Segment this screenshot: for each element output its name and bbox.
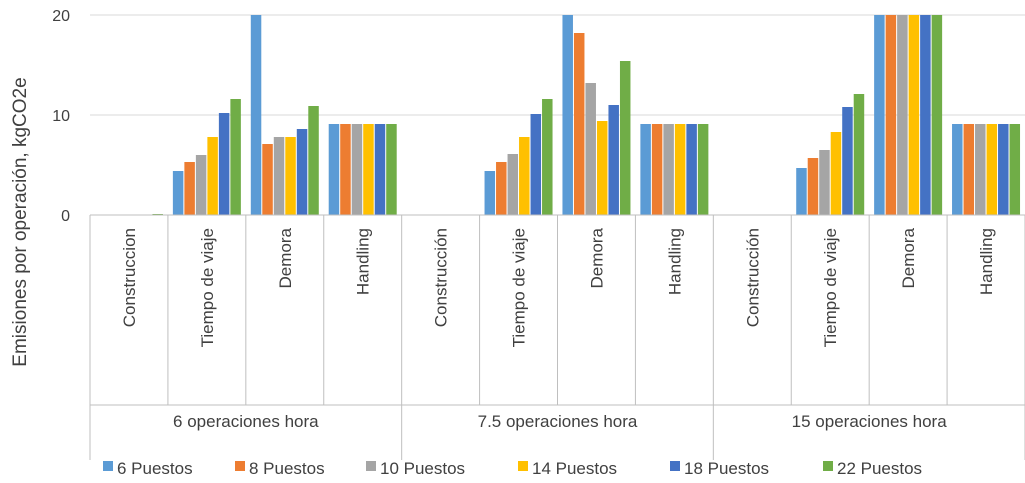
legend-label: 18 Puestos [684, 459, 769, 478]
axes [89, 214, 1025, 460]
bar [496, 162, 507, 215]
legend-swatch [103, 461, 113, 471]
legend-swatch [670, 461, 680, 471]
category-label: Tiempo de viaje [510, 228, 529, 347]
group-label: 15 operaciones hora [792, 412, 948, 431]
category-label: Construccion [120, 228, 139, 327]
category-labels: Construccion Tiempo de viaje Demora Handlin… [120, 227, 996, 347]
legend-label: 10 Puestos [380, 459, 465, 478]
bar [931, 15, 943, 215]
bar [585, 83, 596, 215]
bar [285, 137, 296, 215]
category-label: Construcción [743, 228, 762, 327]
bar [663, 124, 674, 215]
bar [230, 99, 241, 215]
bars [152, 15, 1021, 215]
legend-swatch [823, 461, 833, 471]
bar [296, 129, 308, 215]
bar [986, 124, 998, 215]
legend-swatch [518, 461, 528, 471]
bar [195, 155, 207, 215]
legend-label: 22 Puestos [837, 459, 922, 478]
bar [897, 15, 908, 215]
bar [542, 99, 553, 215]
category-label: Handling [977, 228, 996, 295]
bar [651, 124, 663, 215]
bar [908, 15, 920, 215]
bar [697, 124, 709, 215]
y-tick-label: 0 [61, 208, 70, 225]
y-tick-labels: 0 10 20 [52, 8, 70, 225]
y-tick-label: 20 [52, 8, 70, 25]
bar [830, 132, 842, 215]
bar [519, 137, 530, 215]
group-label: 6 operaciones hora [173, 412, 319, 431]
legend-swatch [235, 461, 245, 471]
category-label: Construcción [432, 228, 451, 327]
bar [386, 124, 397, 215]
bar [975, 124, 986, 215]
legend: 6 Puestos 8 Puestos 10 Puestos 14 Puestos 18… [103, 459, 922, 478]
bar [853, 94, 865, 215]
category-label: Demora [587, 227, 606, 288]
bar [952, 124, 963, 215]
bar [619, 61, 631, 215]
bar [674, 124, 686, 215]
bar [686, 124, 697, 215]
y-axis-label: Emisiones por operación, kgCO2e [10, 77, 31, 366]
category-label: Tiempo de viaje [198, 228, 217, 347]
bar [640, 124, 651, 215]
bar [218, 113, 230, 215]
group-label: 7.5 operaciones hora [478, 412, 638, 431]
legend-swatch [366, 461, 376, 471]
bar [608, 105, 619, 215]
bar [363, 124, 374, 215]
y-tick-label: 10 [52, 108, 70, 125]
category-label: Tiempo de viaje [821, 228, 840, 347]
legend-label: 6 Puestos [117, 459, 193, 478]
bar [507, 154, 519, 215]
bar [573, 33, 585, 215]
legend-label: 14 Puestos [532, 459, 617, 478]
bar [874, 15, 885, 215]
category-label: Handling [665, 228, 684, 295]
bar [374, 124, 386, 215]
bar [308, 106, 319, 215]
bar [530, 114, 542, 215]
bar [596, 121, 608, 215]
bar [562, 15, 573, 215]
category-label: Demora [899, 227, 918, 288]
category-label: Handling [354, 228, 373, 295]
bar [351, 124, 363, 215]
bar [796, 168, 807, 215]
bar [484, 171, 496, 215]
bar [842, 107, 853, 215]
category-label: Demora [276, 227, 295, 288]
bar [998, 124, 1009, 215]
bar [1009, 124, 1021, 215]
bar [819, 150, 830, 215]
bar [340, 124, 351, 215]
bar [328, 124, 340, 215]
bar [250, 15, 262, 215]
group-labels: 6 operaciones hora 7.5 operaciones hora 15… [173, 412, 947, 431]
bar [920, 15, 931, 215]
bar [184, 162, 195, 215]
bar [885, 15, 897, 215]
legend-label: 8 Puestos [249, 459, 325, 478]
bar [262, 144, 273, 215]
bar [207, 137, 218, 215]
bar [807, 158, 819, 215]
bar [273, 137, 285, 215]
bar [963, 124, 975, 215]
gridlines [90, 14, 1025, 116]
bar [172, 171, 184, 215]
